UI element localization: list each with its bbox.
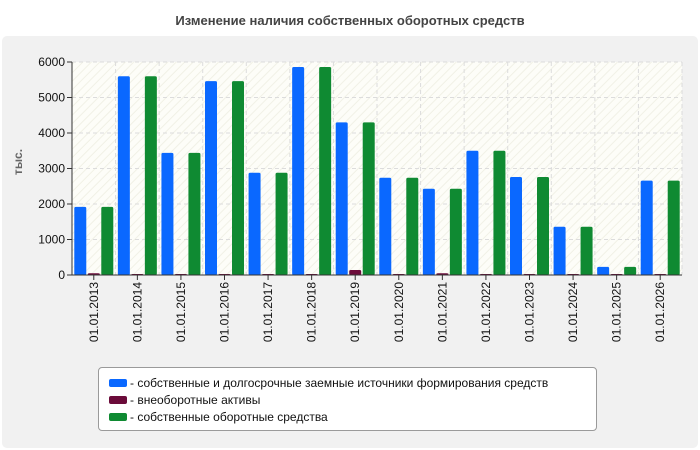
chart-title: Изменение наличия собственных оборотных … xyxy=(175,13,524,28)
bar-sources-7 xyxy=(335,122,348,275)
legend-swatch-sources xyxy=(109,378,127,387)
bar-working-capital-1 xyxy=(101,206,114,275)
y-tick-label: 2000 xyxy=(38,197,65,211)
y-tick-label: 0 xyxy=(58,268,65,282)
x-tick-label: 01.01.2014 xyxy=(130,282,144,342)
bar-working-capital-4 xyxy=(232,81,244,275)
bar-working-capital-2 xyxy=(144,76,157,275)
x-tick-label: 01.01.2016 xyxy=(218,282,232,342)
x-tick-label: 01.01.2024 xyxy=(566,282,580,342)
bar-sources-4 xyxy=(205,81,217,275)
x-tick-label: 01.01.2017 xyxy=(261,282,275,342)
x-tick-label: 01.01.2026 xyxy=(653,282,667,342)
bar-working-capital-10 xyxy=(493,150,506,275)
bar-working-capital-9 xyxy=(449,188,462,275)
bar-sources-2 xyxy=(117,76,130,275)
y-tick-label: 5000 xyxy=(38,91,65,105)
legend: - собственные и долгосрочные заемные ист… xyxy=(98,367,597,431)
bar-working-capital-14 xyxy=(667,180,680,275)
bar-working-capital-3 xyxy=(188,152,201,275)
bar-working-capital-11 xyxy=(537,177,549,275)
bar-working-capital-8 xyxy=(406,177,419,275)
x-tick-label: 01.01.2015 xyxy=(174,282,188,342)
grid-lines xyxy=(72,61,683,275)
legend-swatch-noncurrent-assets xyxy=(109,395,127,404)
x-tick-label: 01.01.2023 xyxy=(523,282,537,342)
legend-item-noncurrent-assets: - внеоборотные активы xyxy=(109,391,596,408)
bar-sources-12 xyxy=(553,226,566,275)
bar-sources-6 xyxy=(292,66,305,275)
bar-sources-8 xyxy=(379,177,392,275)
x-tick-label: 01.01.2019 xyxy=(348,282,362,342)
bar-sources-3 xyxy=(161,152,174,275)
y-tick-label: 1000 xyxy=(38,233,65,247)
y-tick-label: 4000 xyxy=(38,126,65,140)
bars xyxy=(74,66,680,275)
y-axis-label: тыс. xyxy=(11,149,25,175)
bar-noncurrent-assets-7 xyxy=(349,270,362,275)
x-tick-label: 01.01.2018 xyxy=(305,282,319,342)
bar-sources-1 xyxy=(74,206,87,275)
legend-label-working-capital: - собственные оборотные средства xyxy=(130,409,328,424)
legend-swatch-working-capital xyxy=(109,412,127,421)
legend-item-sources: - собственные и долгосрочные заемные ист… xyxy=(109,374,596,391)
x-tick-label: 01.01.2025 xyxy=(610,282,624,342)
bar-working-capital-12 xyxy=(580,226,593,275)
x-tick-label: 01.01.2013 xyxy=(87,282,101,342)
legend-label-sources: - собственные и долгосрочные заемные ист… xyxy=(130,375,549,390)
bar-sources-11 xyxy=(510,177,522,275)
x-tick-label: 01.01.2022 xyxy=(479,282,493,342)
bar-sources-9 xyxy=(422,188,435,275)
x-tick-label: 01.01.2020 xyxy=(392,282,406,342)
bar-working-capital-7 xyxy=(362,122,375,275)
bar-sources-13 xyxy=(597,266,610,275)
bar-working-capital-5 xyxy=(275,172,288,275)
legend-label-noncurrent-assets: - внеоборотные активы xyxy=(130,392,261,407)
x-tick-labels: 01.01.2013 01.01.2014 01.01.2015 01.01.2016… xyxy=(87,275,667,342)
y-tick-labels: 0 1000 2000 3000 4000 5000 6000 xyxy=(38,55,72,282)
bar-working-capital-13 xyxy=(624,266,637,275)
bar-sources-14 xyxy=(640,180,653,275)
bar-working-capital-6 xyxy=(319,66,332,275)
bar-sources-10 xyxy=(466,150,479,275)
x-tick-label: 01.01.2021 xyxy=(435,282,449,342)
y-tick-label: 3000 xyxy=(38,162,65,176)
bar-sources-5 xyxy=(248,172,261,275)
legend-item-working-capital: - собственные оборотные средства xyxy=(109,408,596,425)
y-tick-label: 6000 xyxy=(38,55,65,69)
